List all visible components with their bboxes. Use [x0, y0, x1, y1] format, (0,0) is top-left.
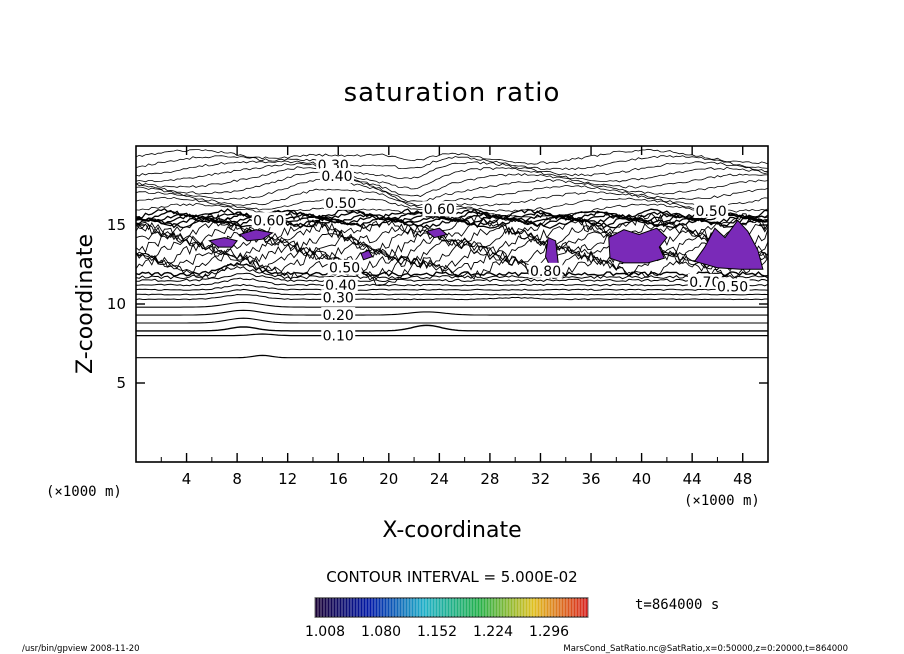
- supersaturation-region: [425, 227, 448, 239]
- contour-interval-label: CONTOUR INTERVAL = 5.000E-02: [326, 568, 577, 586]
- time-label: t=864000 s: [635, 597, 719, 613]
- contour-line: [136, 293, 768, 301]
- x-unit-label-right: (×1000 m): [684, 493, 760, 509]
- x-tick-label: 44: [683, 470, 702, 488]
- chart-title: saturation ratio: [344, 78, 561, 108]
- colorbar: [314, 597, 589, 618]
- x-tick-label: 36: [581, 470, 600, 488]
- contour-label: 0.50: [329, 261, 360, 277]
- contour-line: [136, 333, 768, 337]
- contour-line: [136, 324, 768, 332]
- y-tick-label: 15: [107, 216, 126, 234]
- contour-line: [136, 262, 768, 277]
- x-tick-label: 20: [379, 470, 398, 488]
- contour-label: 0.70: [689, 275, 720, 291]
- contour-label: 0.60: [253, 213, 284, 229]
- contour-label-bg: [323, 194, 358, 210]
- contour-label-bg: [321, 289, 356, 305]
- contour-line: [136, 148, 768, 165]
- contour-label: 0.50: [696, 204, 727, 220]
- contour-line: [136, 171, 768, 203]
- x-unit-label-left: (×1000 m): [46, 484, 122, 500]
- x-tick-label: 12: [278, 470, 297, 488]
- contour-label: 0.60: [424, 202, 455, 218]
- contour-label-bg: [528, 262, 563, 278]
- contour-label-bg: [422, 201, 457, 217]
- x-axis-title: X-coordinate: [382, 518, 521, 543]
- contour-label: 0.50: [325, 196, 356, 212]
- contour-line: [136, 354, 768, 359]
- contour-label: 0.80: [530, 264, 561, 280]
- contour-label: 0.20: [323, 308, 354, 324]
- footer-left: /usr/bin/gpview 2008-11-20: [22, 644, 140, 654]
- x-tick-label: 48: [733, 470, 752, 488]
- y-tick-label: 5: [116, 374, 126, 392]
- contour-line: [136, 277, 768, 287]
- supersaturation-region: [238, 229, 274, 242]
- colorbar-labels: 1.008 1.080 1.152 1.224 1.296: [305, 624, 569, 640]
- contour-line: [136, 162, 768, 190]
- contour-line: [136, 160, 768, 180]
- x-tick-label: 8: [232, 470, 242, 488]
- colorbar-label: 1.008: [305, 624, 345, 640]
- contour-label-bg: [319, 168, 354, 184]
- contour-line: [136, 178, 768, 207]
- supersaturation-region: [360, 249, 374, 261]
- contour-line: [136, 245, 768, 272]
- y-axis-title: Z-coordinate: [73, 234, 98, 374]
- contour-line: [136, 166, 768, 197]
- contour-line: [136, 317, 768, 324]
- contour-label-bg: [321, 307, 356, 323]
- contour-line: [136, 213, 768, 226]
- y-ticks: 5 10 15: [107, 216, 768, 392]
- x-tick-label: 4: [182, 470, 192, 488]
- contour-label-bg: [715, 278, 750, 294]
- contour-line: [136, 283, 768, 291]
- contour-label: 0.40: [321, 169, 352, 185]
- colorbar-label: 1.224: [473, 624, 513, 640]
- contour-line: [136, 155, 768, 171]
- contour-labels: 0.300.400.50 0.600.600.500.800.700.500.50…: [251, 156, 750, 345]
- supersaturation-region: [208, 237, 238, 248]
- contour-line: [136, 288, 768, 296]
- x-tick-label: 28: [480, 470, 499, 488]
- contour-line: [136, 272, 768, 283]
- contour-label-bg: [323, 277, 358, 293]
- supersaturation-region: [693, 219, 764, 270]
- contour-label: 0.10: [323, 329, 354, 345]
- colorbar-label: 1.296: [529, 624, 569, 640]
- contour-line: [136, 215, 768, 228]
- colorbar-label: 1.080: [361, 624, 401, 640]
- contour-label-bg: [251, 212, 286, 228]
- x-tick-label: 16: [329, 470, 348, 488]
- contour-line: [136, 301, 768, 308]
- contour-label: 0.30: [323, 291, 354, 307]
- contour-label-bg: [321, 327, 356, 343]
- colorbar-label: 1.152: [417, 624, 457, 640]
- contour-label-bg: [327, 259, 362, 275]
- x-ticks: 4 8 12 16 20 24 28 32 36 40 44 48: [160, 146, 752, 488]
- plot-area: 0.300.400.50 0.600.600.500.800.700.500.50…: [107, 145, 769, 488]
- contour-line: [136, 266, 768, 280]
- supersaturation-region: [608, 227, 668, 264]
- contour-label-bg: [687, 273, 722, 289]
- footer-right: MarsCond_SatRatio.nc@SatRatio,x=0:50000,…: [563, 644, 848, 654]
- x-tick-label: 40: [632, 470, 651, 488]
- contour-label: 0.50: [717, 280, 748, 296]
- contour-line: [136, 309, 768, 316]
- contour-label-bg: [694, 202, 729, 218]
- contour-lines: [136, 148, 768, 359]
- x-tick-label: 24: [430, 470, 449, 488]
- y-tick-label: 10: [107, 295, 126, 313]
- x-tick-label: 32: [531, 470, 550, 488]
